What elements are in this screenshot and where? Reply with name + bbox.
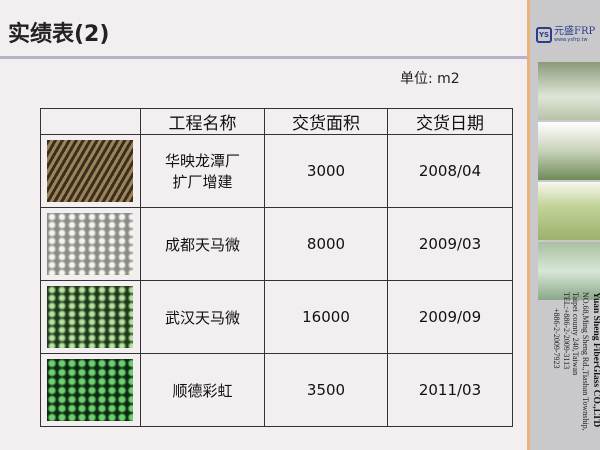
address-line: Taipei county 240,Taiwan [571, 292, 581, 376]
project-photo [47, 140, 133, 202]
sidebar-photo-4 [538, 242, 600, 300]
sidebar-photo-2 [538, 122, 600, 180]
logo-badge-icon: YS [536, 27, 552, 43]
sidebar: YS 元盛FRP www.ysfrp.tw Yuan Sheng FiberGla… [527, 0, 600, 450]
area-cell: 3500 [264, 353, 388, 427]
phone: +886-2-2009-7923 [552, 308, 562, 369]
table-row: 武汉天马微 16000 2009/09 [40, 280, 513, 354]
header-date: 交货日期 [387, 108, 513, 135]
table-header: 工程名称 交货面积 交货日期 [40, 108, 513, 135]
date-cell: 2008/04 [387, 134, 513, 208]
sidebar-photo-1 [538, 62, 600, 120]
company-address: Yuan Sheng FiberGlass CO.,LTD NO.68,Ming… [552, 292, 600, 448]
date-cell: 2009/09 [387, 280, 513, 354]
project-photo [47, 359, 133, 421]
area-cell: 16000 [264, 280, 388, 354]
unit-label: 单位: m2 [400, 71, 460, 87]
project-name: 武汉天马微 [140, 280, 265, 354]
date-cell: 2011/03 [387, 353, 513, 427]
logo-url: www.ysfrp.tw [554, 37, 588, 43]
header-area: 交货面积 [264, 108, 388, 135]
project-name: 成都天马微 [140, 207, 265, 281]
table-row: 顺德彩虹 3500 2011/03 [40, 353, 513, 427]
area-cell: 8000 [264, 207, 388, 281]
address-line: NO.68,Ming Sheng Rd.,Tiashan Township, [581, 292, 590, 431]
project-name: 华映龙潭厂 [164, 152, 240, 170]
table-row: 华映龙潭厂扩厂增建 3000 2008/04 [40, 134, 513, 208]
date-cell: 2009/03 [387, 207, 513, 281]
company-name: Yuan Sheng FiberGlass CO.,LTD [591, 292, 600, 428]
project-name-line2: 扩厂增建 [172, 173, 233, 191]
company-logo: YS 元盛FRP www.ysfrp.tw [536, 22, 600, 48]
title-divider [0, 56, 527, 59]
header-image [40, 108, 141, 135]
slide-title: 实绩表(2) [8, 22, 110, 47]
project-photo [47, 213, 133, 275]
header-name: 工程名称 [140, 108, 265, 135]
phone: TEL:+886-2-2009-3113 [562, 292, 571, 370]
table-row: 成都天马微 8000 2009/03 [40, 207, 513, 281]
area-cell: 3000 [264, 134, 388, 208]
sidebar-photo-3 [538, 182, 600, 240]
project-photo [47, 286, 133, 348]
logo-name: 元盛FRP [554, 26, 596, 37]
project-name: 顺德彩虹 [140, 353, 265, 427]
project-table: 工程名称 交货面积 交货日期 华映龙潭厂扩厂增建 3000 2008/04 成都… [40, 108, 513, 427]
